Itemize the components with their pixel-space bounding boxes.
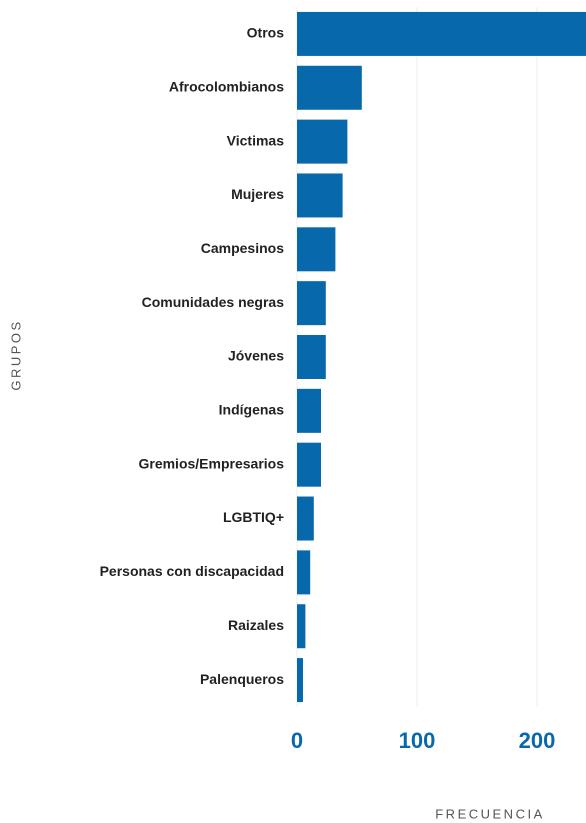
- y-tick-label: Jóvenes: [228, 348, 284, 364]
- y-tick-label: Mujeres: [231, 186, 284, 202]
- y-tick-label: Victimas: [227, 132, 285, 148]
- bar: [297, 65, 362, 110]
- y-tick-label: Raizales: [228, 617, 284, 633]
- y-tick-label: Palenqueros: [200, 671, 284, 687]
- bar: [297, 604, 306, 649]
- y-tick-label: LGBTIQ+: [223, 509, 284, 525]
- bar: [297, 496, 314, 541]
- bar: [297, 550, 311, 595]
- bar: [297, 335, 326, 379]
- y-tick-label: Indígenas: [219, 402, 285, 418]
- bar: [297, 119, 348, 164]
- x-tick-label: 200: [519, 728, 556, 753]
- bar: [297, 227, 336, 272]
- y-tick-label: Gremios/Empresarios: [138, 455, 284, 471]
- x-tick-label: 100: [399, 728, 436, 753]
- x-axis-title: FRECUENCIA: [435, 806, 545, 821]
- bar: [297, 173, 343, 218]
- bar: [297, 281, 326, 326]
- y-tick-label: Afrocolombianos: [169, 78, 284, 94]
- bar: [297, 11, 586, 56]
- y-tick-label: Personas con discapacidad: [100, 563, 284, 579]
- bar: [297, 442, 321, 487]
- y-axis-title: GRUPOS: [8, 319, 23, 390]
- y-tick-label: Otros: [247, 25, 285, 41]
- y-tick-label: Comunidades negras: [142, 294, 285, 310]
- x-tick-label: 0: [291, 728, 303, 753]
- bar: [297, 388, 321, 433]
- y-tick-label: Campesinos: [201, 240, 284, 256]
- bar: [297, 658, 303, 703]
